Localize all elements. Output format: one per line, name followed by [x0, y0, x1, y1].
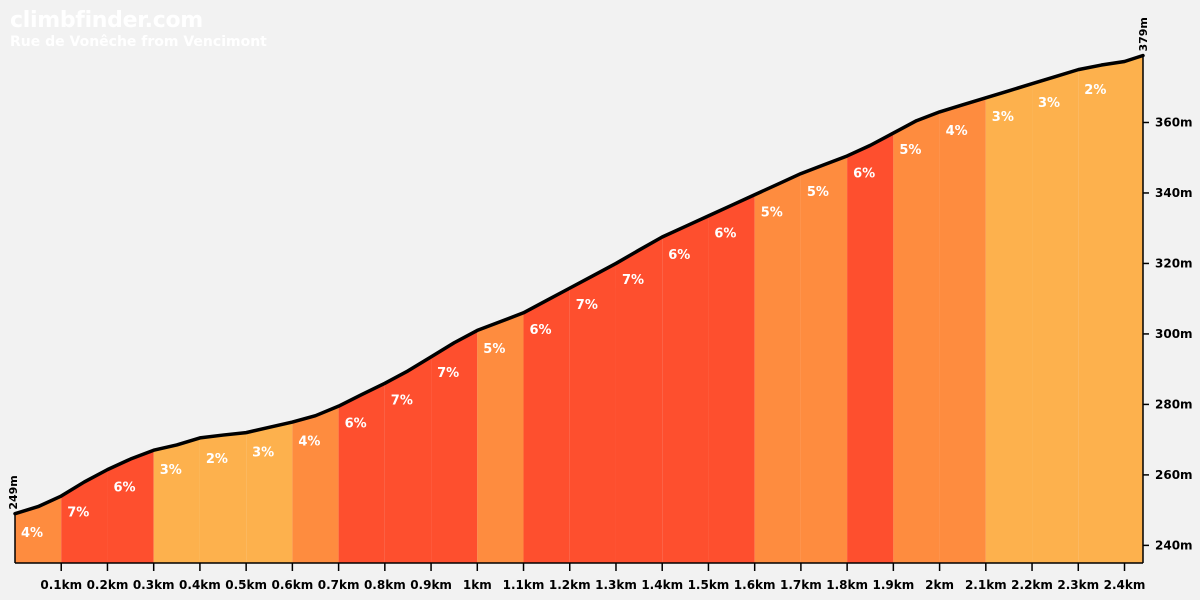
grade-segment: [292, 406, 339, 563]
brand-header: climbfinder.com Rue de Vonêche from Venc…: [10, 8, 267, 50]
grade-segment: [384, 356, 432, 563]
grade-segments: [15, 55, 1143, 564]
grade-segment: [15, 496, 62, 563]
y-tick-label: 300m: [1155, 327, 1193, 341]
x-tick-label: 0.7km: [318, 578, 360, 592]
x-tick-label: 0.2km: [87, 578, 129, 592]
profile-line: [13, 53, 1145, 516]
grade-labels: 4% 7% 6% 3% 2% 3% 4% 6% 7% 7% 5% 6% 7% 7% 6% 6% 5% 5% 6% 5%…: [21, 83, 1106, 541]
x-tick-label: 0.4km: [179, 578, 221, 592]
grade-segment: [477, 312, 524, 563]
grade-label: 3%: [252, 446, 274, 461]
grade-segment: [1078, 55, 1143, 564]
grade-segment: [199, 432, 247, 563]
grade-segment: [847, 133, 894, 563]
x-tick-label: 1.2km: [549, 578, 591, 592]
grade-label: 6%: [530, 323, 552, 338]
grade-label: 5%: [899, 143, 921, 158]
grade-segment: [338, 383, 385, 563]
y-tick-label: 260m: [1155, 468, 1193, 482]
x-tick-label: 1.3km: [595, 578, 637, 592]
grade-label: 6%: [853, 167, 875, 182]
y-tick-label: 340m: [1155, 186, 1193, 200]
profile-line-layer: [13, 53, 1145, 563]
grade-label: 6%: [714, 227, 736, 242]
grade-segment: [615, 237, 663, 563]
grade-label: 6%: [345, 417, 367, 432]
grade-label: 7%: [576, 298, 598, 313]
grade-segment: [800, 155, 848, 563]
grade-label: 5%: [761, 206, 783, 221]
grade-label: 7%: [391, 393, 413, 408]
grade-segment: [431, 330, 478, 563]
grade-label: 3%: [160, 463, 182, 478]
grade-label: 5%: [483, 342, 505, 357]
grade-segment: [569, 263, 616, 563]
grade-segment: [246, 422, 293, 563]
elevation-end-labels: 249m 379m: [7, 17, 1150, 510]
site-name[interactable]: climbfinder.com: [10, 8, 203, 33]
x-tick-label: 1.5km: [688, 578, 730, 592]
x-tick-label: 2km: [925, 578, 954, 592]
x-tick-label: 2.3km: [1057, 578, 1099, 592]
grade-segment: [523, 288, 570, 563]
x-tick-label: 1.7km: [780, 578, 822, 592]
x-tick-label: 0.6km: [272, 578, 314, 592]
end-elevation-label: 379m: [1137, 17, 1150, 51]
grade-label: 7%: [67, 505, 89, 520]
start-elevation-label: 249m: [7, 475, 20, 509]
x-tick-label: 0.1km: [40, 578, 82, 592]
grade-segment: [1032, 69, 1079, 564]
grade-label: 3%: [1038, 96, 1060, 111]
x-tick-label: 0.5km: [225, 578, 267, 592]
grade-segment: [662, 215, 709, 563]
grade-label: 4%: [298, 435, 320, 450]
grade-label: 4%: [946, 124, 968, 139]
climb-name: Rue de Vonêche from Vencimont: [10, 34, 267, 50]
x-tick-label: 2.1km: [965, 578, 1007, 592]
x-axis: 0.1km 0.2km 0.3km 0.4km 0.5km 0.6km 0.7km 0.8km…: [15, 562, 1146, 592]
grade-label: 6%: [668, 248, 690, 263]
y-tick-label: 320m: [1155, 256, 1193, 270]
x-tick-label: 2.4km: [1104, 578, 1146, 592]
grade-segment: [107, 450, 154, 563]
grade-label: 7%: [437, 366, 459, 381]
grade-label: 4%: [21, 526, 43, 541]
x-tick-label: 0.8km: [364, 578, 406, 592]
y-tick-label: 280m: [1155, 397, 1193, 411]
x-tick-label: 1km: [463, 578, 492, 592]
x-tick-label: 0.9km: [410, 578, 452, 592]
x-tick-label: 1.9km: [872, 578, 914, 592]
grade-segment: [153, 437, 200, 563]
x-tick-label: 0.3km: [133, 578, 175, 592]
grade-segment: [939, 97, 986, 563]
y-axis: 240m 260m 280m 300m 320m 340m 360m: [1143, 115, 1193, 552]
x-tick-label: 2.2km: [1011, 578, 1053, 592]
x-tick-label: 1.6km: [734, 578, 776, 592]
grade-label: 2%: [1084, 83, 1106, 98]
grade-label: 5%: [807, 185, 829, 200]
grade-segment: [61, 469, 108, 563]
y-tick-label: 360m: [1155, 115, 1193, 129]
grade-segment: [708, 194, 755, 564]
x-tick-label: 1.1km: [503, 578, 545, 592]
y-tick-label: 240m: [1155, 538, 1193, 552]
grade-label: 7%: [622, 273, 644, 288]
grade-label: 2%: [206, 452, 228, 467]
grade-segment: [985, 83, 1033, 563]
grade-label: 3%: [992, 110, 1014, 125]
grade-label: 6%: [114, 480, 136, 495]
grade-segment: [754, 173, 801, 563]
x-tick-label: 1.8km: [826, 578, 868, 592]
grade-segment: [893, 111, 940, 563]
x-tick-label: 1.4km: [641, 578, 683, 592]
